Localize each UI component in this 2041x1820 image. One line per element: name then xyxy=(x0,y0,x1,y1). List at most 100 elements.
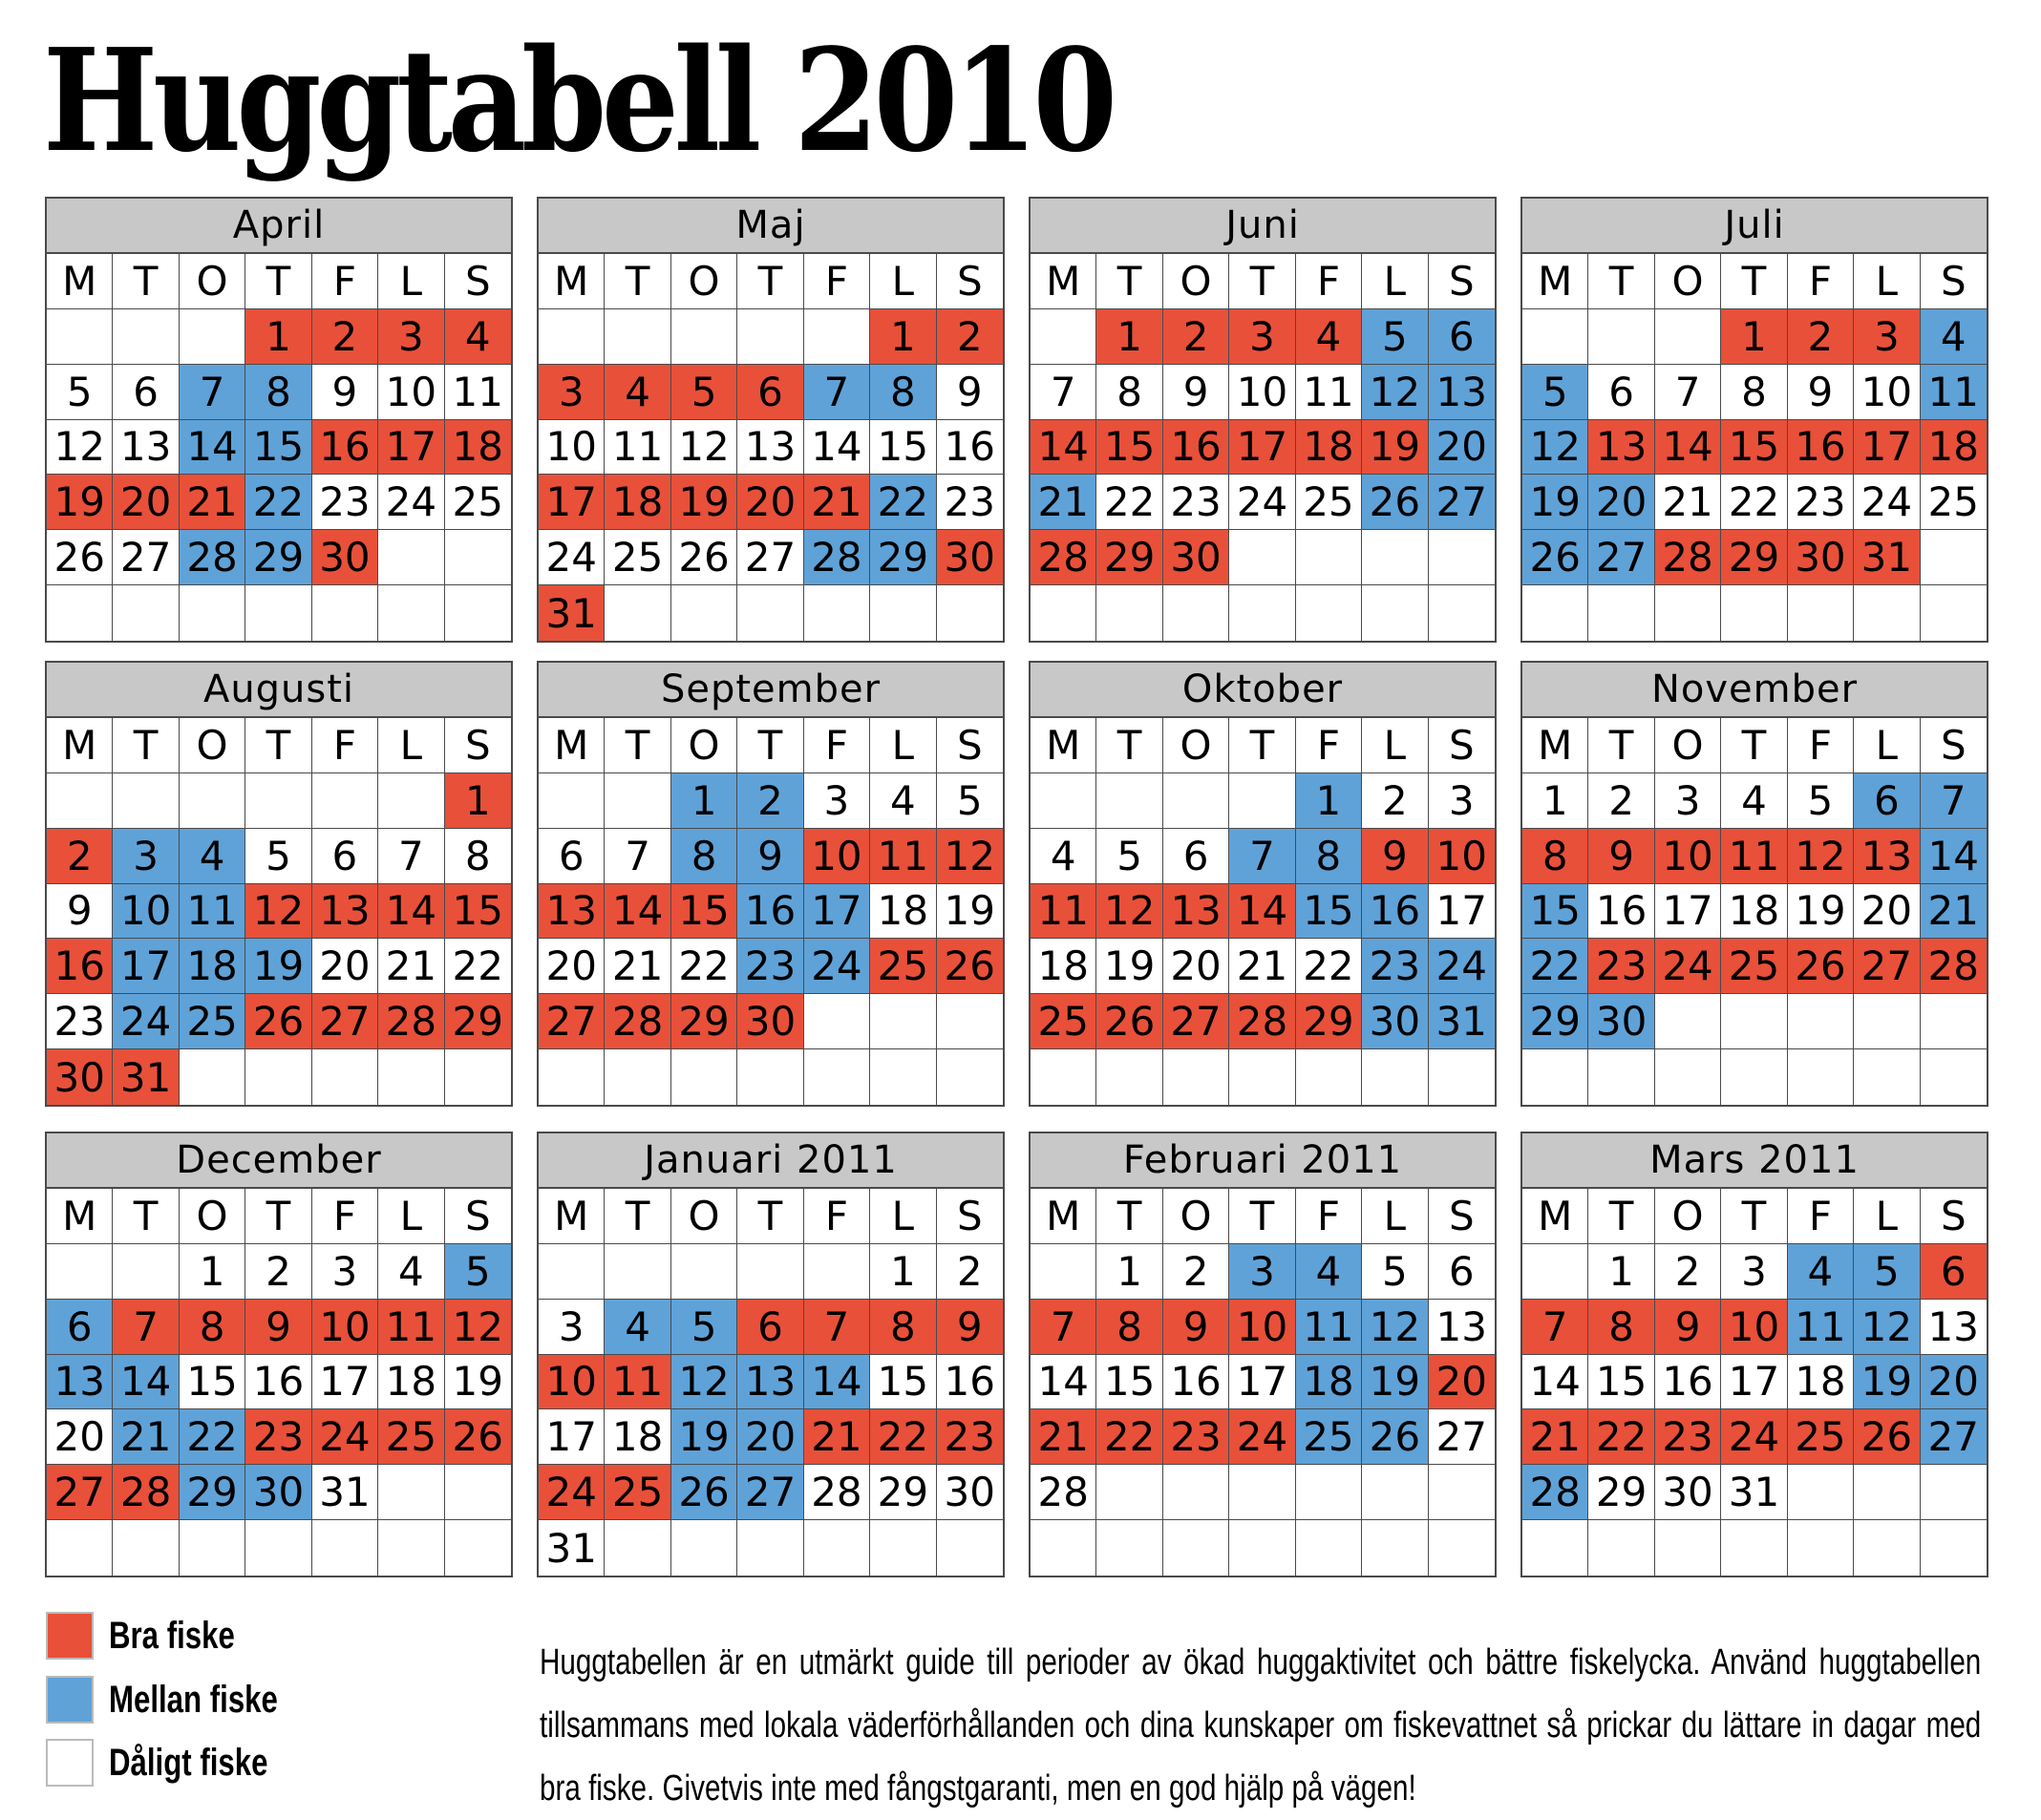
month-name: Oktober xyxy=(1031,663,1495,718)
day-cell: 13 xyxy=(1428,364,1495,420)
legend-swatch xyxy=(46,1676,94,1724)
empty-cell xyxy=(737,1049,804,1105)
day-cell: 29 xyxy=(870,1465,937,1521)
day-cell: 4 xyxy=(1295,308,1363,365)
day-cell: 16 xyxy=(737,883,804,940)
day-cell: 11 xyxy=(1920,364,1987,420)
day-cell: 17 xyxy=(539,1409,606,1466)
day-cell: 27 xyxy=(113,530,180,586)
weekday-header: T xyxy=(605,1189,671,1244)
day-cell: 11 xyxy=(1787,1299,1855,1355)
day-cell: 14 xyxy=(1031,1354,1097,1410)
weekday-header: M xyxy=(1031,1189,1097,1244)
day-cell: 20 xyxy=(737,475,804,531)
day-cell: 1 xyxy=(444,772,511,829)
weekday-header: O xyxy=(1654,718,1722,773)
weekday-header: S xyxy=(444,1189,511,1244)
day-cell: 28 xyxy=(605,994,671,1050)
weekday-header: S xyxy=(1428,254,1495,309)
day-cell: 26 xyxy=(1854,1409,1921,1466)
empty-cell xyxy=(1362,1520,1429,1576)
day-cell: 6 xyxy=(1588,364,1655,420)
day-cell: 18 xyxy=(870,883,937,940)
day-cell: 31 xyxy=(1428,994,1495,1050)
day-cell: 19 xyxy=(1362,1354,1429,1410)
empty-cell xyxy=(1229,585,1296,641)
day-cell: 8 xyxy=(870,364,937,420)
day-cell: 27 xyxy=(1428,1409,1495,1466)
page-title: Huggtabell 2010 xyxy=(43,17,1117,183)
empty-cell xyxy=(1163,585,1230,641)
weekday-header: T xyxy=(737,254,804,309)
day-cell: 3 xyxy=(1229,1243,1296,1300)
month-name: September xyxy=(539,663,1003,718)
empty-cell xyxy=(180,585,246,641)
empty-cell xyxy=(445,1049,511,1105)
weekday-header: T xyxy=(113,1189,180,1244)
empty-cell xyxy=(1031,772,1097,829)
day-cell: 12 xyxy=(670,1354,738,1410)
empty-cell xyxy=(1163,1520,1230,1576)
day-cell: 24 xyxy=(378,475,445,531)
day-cell: 2 xyxy=(936,1244,1003,1300)
weekday-header: L xyxy=(1854,718,1921,773)
day-cell: 9 xyxy=(936,365,1003,420)
day-cell: 30 xyxy=(936,530,1003,586)
weekday-header: T xyxy=(1721,254,1788,309)
day-cell: 25 xyxy=(179,994,246,1050)
day-cell: 19 xyxy=(1362,419,1429,476)
day-cell: 10 xyxy=(378,364,445,420)
day-cell: 14 xyxy=(1654,419,1722,476)
day-cell: 26 xyxy=(1096,994,1163,1050)
day-cell: 1 xyxy=(1096,1243,1163,1300)
weekday-header: F xyxy=(803,718,871,773)
month-maj: Maj M T O T F L S 1 2 3 4 5 6 7 8 9 10 11 12 13 14 15 16 17 18 19 2… xyxy=(537,197,1005,643)
day-cell: 8 xyxy=(179,1299,246,1355)
day-cell: 18 xyxy=(1721,883,1788,940)
month-februari-2011: Februari 2011 M T O T F L S 1 2 3 4 5 6 7 8 9 10 11 12 13 14 1… xyxy=(1029,1132,1497,1577)
weekday-header: T xyxy=(605,718,671,773)
day-cell: 18 xyxy=(179,939,246,995)
day-cell: 20 xyxy=(1920,1354,1987,1410)
day-cell: 23 xyxy=(1362,939,1429,995)
weekday-header: L xyxy=(1854,1189,1921,1244)
day-cell: 20 xyxy=(113,475,180,531)
month-december: December M T O T F L S 1 2 3 4 5 6 7 8 9 10 11 12 13 14 15 16 17… xyxy=(45,1132,513,1577)
day-cell: 1 xyxy=(870,308,937,365)
day-cell: 28 xyxy=(113,1465,180,1521)
empty-cell xyxy=(1721,1049,1788,1105)
weekday-header: M xyxy=(539,254,606,309)
legend-label: Dåligt fiske xyxy=(109,1741,268,1784)
weekday-header: O xyxy=(1654,1189,1722,1244)
empty-cell xyxy=(1655,585,1722,641)
day-cell: 20 xyxy=(539,939,606,995)
empty-cell xyxy=(605,308,671,365)
day-cell: 10 xyxy=(311,1299,379,1355)
day-cell: 22 xyxy=(444,939,511,995)
empty-cell xyxy=(47,1243,114,1300)
day-cell: 9 xyxy=(1162,364,1230,420)
day-cell: 14 xyxy=(1522,1354,1589,1410)
day-cell: 2 xyxy=(1787,308,1855,365)
day-cell: 25 xyxy=(1295,1409,1363,1466)
empty-cell xyxy=(1588,308,1655,365)
empty-cell xyxy=(605,585,671,641)
day-cell: 5 xyxy=(1522,364,1589,420)
day-cell: 24 xyxy=(1428,939,1495,995)
empty-cell xyxy=(180,1520,246,1576)
empty-cell xyxy=(870,1049,937,1105)
weekday-header: T xyxy=(1229,254,1296,309)
weekday-header: T xyxy=(1588,718,1655,773)
day-cell: 7 xyxy=(113,1299,180,1355)
day-cell: 30 xyxy=(1362,994,1429,1050)
day-cell: 1 xyxy=(245,308,312,365)
day-cell: 28 xyxy=(1031,1465,1097,1521)
day-cell: 10 xyxy=(1854,364,1921,420)
day-cell: 18 xyxy=(605,1409,671,1466)
day-cell: 14 xyxy=(803,419,871,476)
day-cell: 23 xyxy=(1588,939,1655,995)
empty-cell xyxy=(378,530,445,586)
empty-cell xyxy=(113,1520,180,1576)
day-cell: 30 xyxy=(1588,994,1655,1050)
empty-cell xyxy=(936,994,1003,1050)
